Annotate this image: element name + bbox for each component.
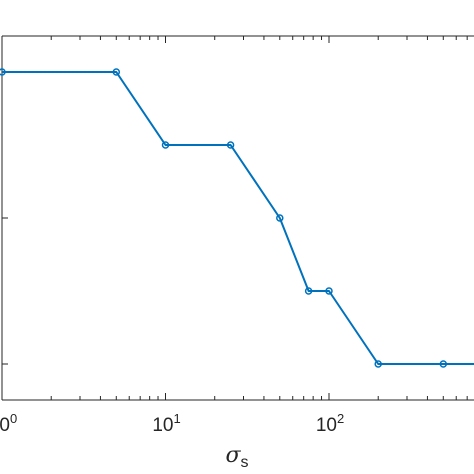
axes: [1, 35, 474, 401]
data-point: [325, 287, 333, 295]
x-tick-label-exponent: 1: [173, 411, 180, 426]
x-axis-label-symbol: σ: [225, 443, 241, 468]
x-tick-labels: 100101102: [0, 411, 344, 436]
data-point: [304, 287, 313, 295]
data-point: [374, 360, 382, 368]
x-axis-label: σs: [225, 443, 248, 471]
data-point: [0, 68, 6, 76]
data-point: [161, 141, 170, 149]
data-point: [276, 214, 284, 222]
x-tick-label-exponent: 0: [10, 411, 17, 426]
x-tick-label: 102: [316, 411, 344, 436]
data-point: [226, 141, 235, 149]
x-tick-label-exponent: 2: [337, 411, 344, 426]
data-point: [439, 360, 448, 368]
x-tick-label: 100: [0, 411, 17, 436]
plot-area: [2, 36, 474, 400]
x-tick-label-base: 10: [0, 415, 10, 436]
x-tick-label-base: 10: [152, 415, 173, 436]
x-tick-label-base: 10: [316, 415, 337, 436]
data-point: [112, 68, 121, 76]
series-line: [2, 71, 474, 365]
x-axis-label-subscript: s: [241, 454, 249, 471]
x-tick-label: 101: [152, 411, 180, 436]
series-layer: [0, 68, 474, 368]
